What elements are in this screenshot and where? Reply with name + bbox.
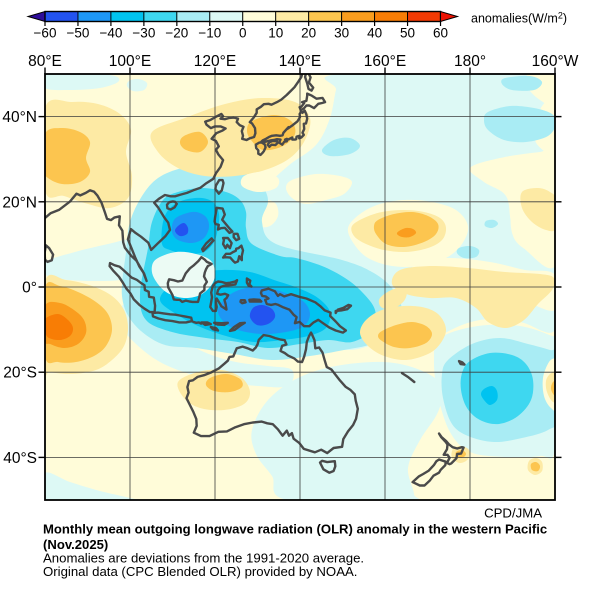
svg-text:50: 50 [400, 26, 415, 41]
svg-text:40°N: 40°N [2, 109, 37, 126]
svg-text:Original data (CPC Blended OLR: Original data (CPC Blended OLR) provided… [43, 564, 357, 579]
svg-text:160°E: 160°E [364, 53, 406, 70]
svg-text:180°: 180° [454, 53, 486, 70]
svg-text:40: 40 [367, 26, 382, 41]
svg-text:anomalies(W/m2): anomalies(W/m2) [471, 11, 567, 26]
svg-text:30: 30 [334, 26, 349, 41]
svg-text:−10: −10 [198, 26, 221, 41]
svg-text:100°E: 100°E [109, 53, 151, 70]
svg-text:−30: −30 [132, 26, 155, 41]
svg-text:Monthly mean outgoing longwave: Monthly mean outgoing longwave radiation… [43, 522, 547, 537]
svg-text:Anomalies are deviations from: Anomalies are deviations from the 1991-2… [43, 551, 364, 566]
svg-text:0°: 0° [22, 280, 37, 297]
svg-text:60: 60 [433, 26, 448, 41]
svg-text:−20: −20 [165, 26, 188, 41]
svg-text:CPD/JMA: CPD/JMA [484, 506, 542, 521]
svg-text:160°W: 160°W [532, 53, 579, 70]
svg-text:20°N: 20°N [2, 194, 37, 211]
svg-text:140°E: 140°E [279, 53, 321, 70]
svg-text:120°E: 120°E [194, 53, 236, 70]
svg-text:40°S: 40°S [3, 450, 37, 467]
svg-text:−50: −50 [67, 26, 90, 41]
svg-text:20: 20 [301, 26, 316, 41]
svg-text:20°S: 20°S [3, 365, 37, 382]
svg-text:(Nov.2025): (Nov.2025) [43, 537, 108, 552]
svg-text:10: 10 [268, 26, 283, 41]
svg-text:80°E: 80°E [28, 53, 62, 70]
svg-text:−60: −60 [34, 26, 57, 41]
svg-text:0: 0 [239, 26, 247, 41]
svg-text:−40: −40 [99, 26, 122, 41]
